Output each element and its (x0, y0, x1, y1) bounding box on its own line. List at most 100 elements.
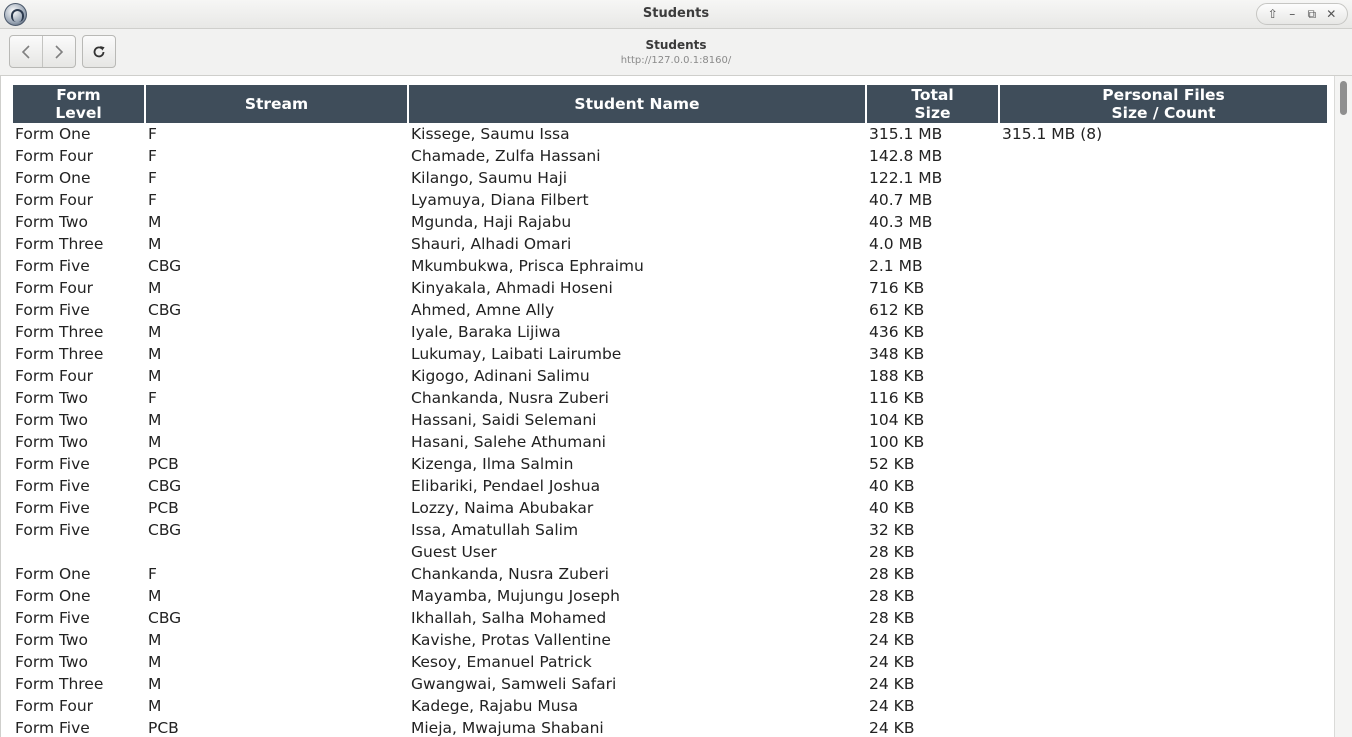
minimize-icon[interactable]: – (1289, 7, 1296, 21)
cell-personal-files (1000, 607, 1327, 629)
back-button[interactable] (10, 36, 42, 67)
table-row[interactable]: Form Three M Iyale, Baraka Lijiwa 436 KB (13, 321, 1327, 343)
cell-form-level: Form Five (15, 521, 90, 539)
table-row[interactable]: Form Five CBG Mkumbukwa, Prisca Ephraimu 2.… (13, 255, 1327, 277)
scrollbar-thumb[interactable] (1340, 81, 1347, 115)
table-row[interactable]: Form Two F Chankanda, Nusra Zuberi 116 KB (13, 387, 1327, 409)
header-form-level[interactable]: Form Level (13, 85, 146, 123)
cell-total-size: 28 KB (869, 609, 915, 627)
cell-stream: PCB (148, 499, 179, 517)
table-row[interactable]: Form Five PCB Kizenga, Ilma Salmin 52 KB (13, 453, 1327, 475)
cell-student-name: Lukumay, Laibati Lairumbe (411, 345, 622, 363)
cell-student-name: Kinyakala, Ahmadi Hoseni (411, 279, 613, 297)
table-row[interactable]: Form Four M Kinyakala, Ahmadi Hoseni 716 KB (13, 277, 1327, 299)
browser-toolbar: Students http://127.0.0.1:8160/ (0, 29, 1352, 76)
window-up-icon[interactable]: ⇧ (1267, 7, 1278, 21)
table-row[interactable]: Form Five CBG Ahmed, Amne Ally 612 KB (13, 299, 1327, 321)
page-url: http://127.0.0.1:8160/ (620, 55, 732, 66)
header-stream[interactable]: Stream (146, 85, 409, 123)
cell-personal-files (1000, 167, 1327, 189)
cell-form-level: Form One (15, 125, 91, 143)
cell-total-size: 24 KB (869, 719, 915, 737)
table-row[interactable]: Form Two M Kesoy, Emanuel Patrick 24 KB (13, 651, 1327, 673)
table-row[interactable]: Form Two M Mgunda, Haji Rajabu 40.3 MB (13, 211, 1327, 233)
app-globe-icon[interactable] (4, 3, 27, 26)
vertical-scrollbar[interactable] (1334, 76, 1352, 737)
cell-stream: F (148, 565, 157, 583)
cell-student-name: Iyale, Baraka Lijiwa (411, 323, 561, 341)
cell-stream: CBG (148, 609, 182, 627)
cell-personal-files (1000, 563, 1327, 585)
cell-personal-files (1000, 299, 1327, 321)
table-row[interactable]: Form Two M Hassani, Saidi Selemani 104 KB (13, 409, 1327, 431)
cell-student-name: Kissege, Saumu Issa (411, 125, 570, 143)
cell-stream: CBG (148, 521, 182, 539)
cell-form-level: Form Five (15, 455, 90, 473)
table-row[interactable]: Form Three M Lukumay, Laibati Lairumbe 348 … (13, 343, 1327, 365)
table-row[interactable]: Form Five CBG Ikhallah, Salha Mohamed 28 KB (13, 607, 1327, 629)
table-row[interactable]: Form Two M Kavishe, Protas Vallentine 24 KB (13, 629, 1327, 651)
table-row[interactable]: Form Three M Shauri, Alhadi Omari 4.0 MB (13, 233, 1327, 255)
cell-total-size: 436 KB (869, 323, 925, 341)
cell-student-name: Kesoy, Emanuel Patrick (411, 653, 592, 671)
table-row[interactable]: Form Two M Hasani, Salehe Athumani 100 KB (13, 431, 1327, 453)
cell-stream: M (148, 433, 162, 451)
table-header-row: Form Level Stream Student Name Total Size … (13, 85, 1327, 123)
table-row[interactable]: Form Five PCB Mieja, Mwajuma Shabani 24 KB (13, 717, 1327, 737)
maximize-icon[interactable]: ⧉ (1307, 7, 1317, 21)
cell-form-level: Form One (15, 169, 91, 187)
table-row[interactable]: Form Five PCB Lozzy, Naima Abubakar 40 KB (13, 497, 1327, 519)
cell-stream: CBG (148, 257, 182, 275)
cell-form-level: Form Two (15, 653, 89, 671)
table-row[interactable]: Form Four M Kadege, Rajabu Musa 24 KB (13, 695, 1327, 717)
window-titlebar: Students ⇧ – ⧉ ✕ (0, 0, 1352, 29)
cell-personal-files (1000, 277, 1327, 299)
cell-total-size: 40 KB (869, 499, 915, 517)
table-row[interactable]: Form One F Kissege, Saumu Issa 315.1 MB 315.… (13, 123, 1327, 145)
table-row[interactable]: Form Four M Kigogo, Adinani Salimu 188 KB (13, 365, 1327, 387)
cell-total-size: 122.1 MB (869, 169, 943, 187)
cell-total-size: 142.8 MB (869, 147, 943, 165)
table-row[interactable]: Form One M Mayamba, Mujungu Joseph 28 KB (13, 585, 1327, 607)
cell-form-level: Form Five (15, 477, 90, 495)
cell-student-name: Gwangwai, Samweli Safari (411, 675, 617, 693)
forward-button[interactable] (42, 36, 75, 67)
cell-total-size: 28 KB (869, 587, 915, 605)
cell-personal-files (1000, 629, 1327, 651)
cell-form-level: Form Five (15, 257, 90, 275)
table-row[interactable]: Form Five CBG Issa, Amatullah Salim 32 KB (13, 519, 1327, 541)
cell-total-size: 2.1 MB (869, 257, 923, 275)
cell-form-level: Form Five (15, 719, 90, 737)
cell-total-size: 52 KB (869, 455, 915, 473)
table-row[interactable]: Form Five CBG Elibariki, Pendael Joshua 40 … (13, 475, 1327, 497)
close-icon[interactable]: ✕ (1326, 7, 1337, 21)
cell-student-name: Mayamba, Mujungu Joseph (411, 587, 620, 605)
cell-personal-files (1000, 497, 1327, 519)
cell-student-name: Hasani, Salehe Athumani (411, 433, 606, 451)
reload-button[interactable] (82, 35, 116, 68)
cell-stream: M (148, 697, 162, 715)
cell-personal-files (1000, 519, 1327, 541)
header-total-size[interactable]: Total Size (867, 85, 1000, 123)
table-row[interactable]: Form One F Chankanda, Nusra Zuberi 28 KB (13, 563, 1327, 585)
cell-student-name: Kigogo, Adinani Salimu (411, 367, 590, 385)
cell-stream: M (148, 631, 162, 649)
cell-student-name: Hassani, Saidi Selemani (411, 411, 597, 429)
cell-total-size: 116 KB (869, 389, 925, 407)
table-row[interactable]: Form Four F Lyamuya, Diana Filbert 40.7 MB (13, 189, 1327, 211)
cell-form-level (13, 541, 146, 563)
cell-form-level: Form Two (15, 213, 89, 231)
cell-student-name: Lyamuya, Diana Filbert (411, 191, 589, 209)
cell-total-size: 24 KB (869, 697, 915, 715)
header-student-name[interactable]: Student Name (409, 85, 867, 123)
header-personal-files[interactable]: Personal Files Size / Count (1000, 85, 1327, 123)
table-row[interactable]: Form One F Kilango, Saumu Haji 122.1 MB (13, 167, 1327, 189)
cell-total-size: 188 KB (869, 367, 925, 385)
cell-student-name: Kadege, Rajabu Musa (411, 697, 579, 715)
table-row[interactable]: Form Four F Chamade, Zulfa Hassani 142.8 MB (13, 145, 1327, 167)
table-row[interactable]: Guest User 28 KB (13, 541, 1327, 563)
cell-personal-files (1000, 365, 1327, 387)
cell-personal-files (1000, 321, 1327, 343)
table-row[interactable]: Form Three M Gwangwai, Samweli Safari 24 KB (13, 673, 1327, 695)
cell-stream: F (148, 125, 157, 143)
